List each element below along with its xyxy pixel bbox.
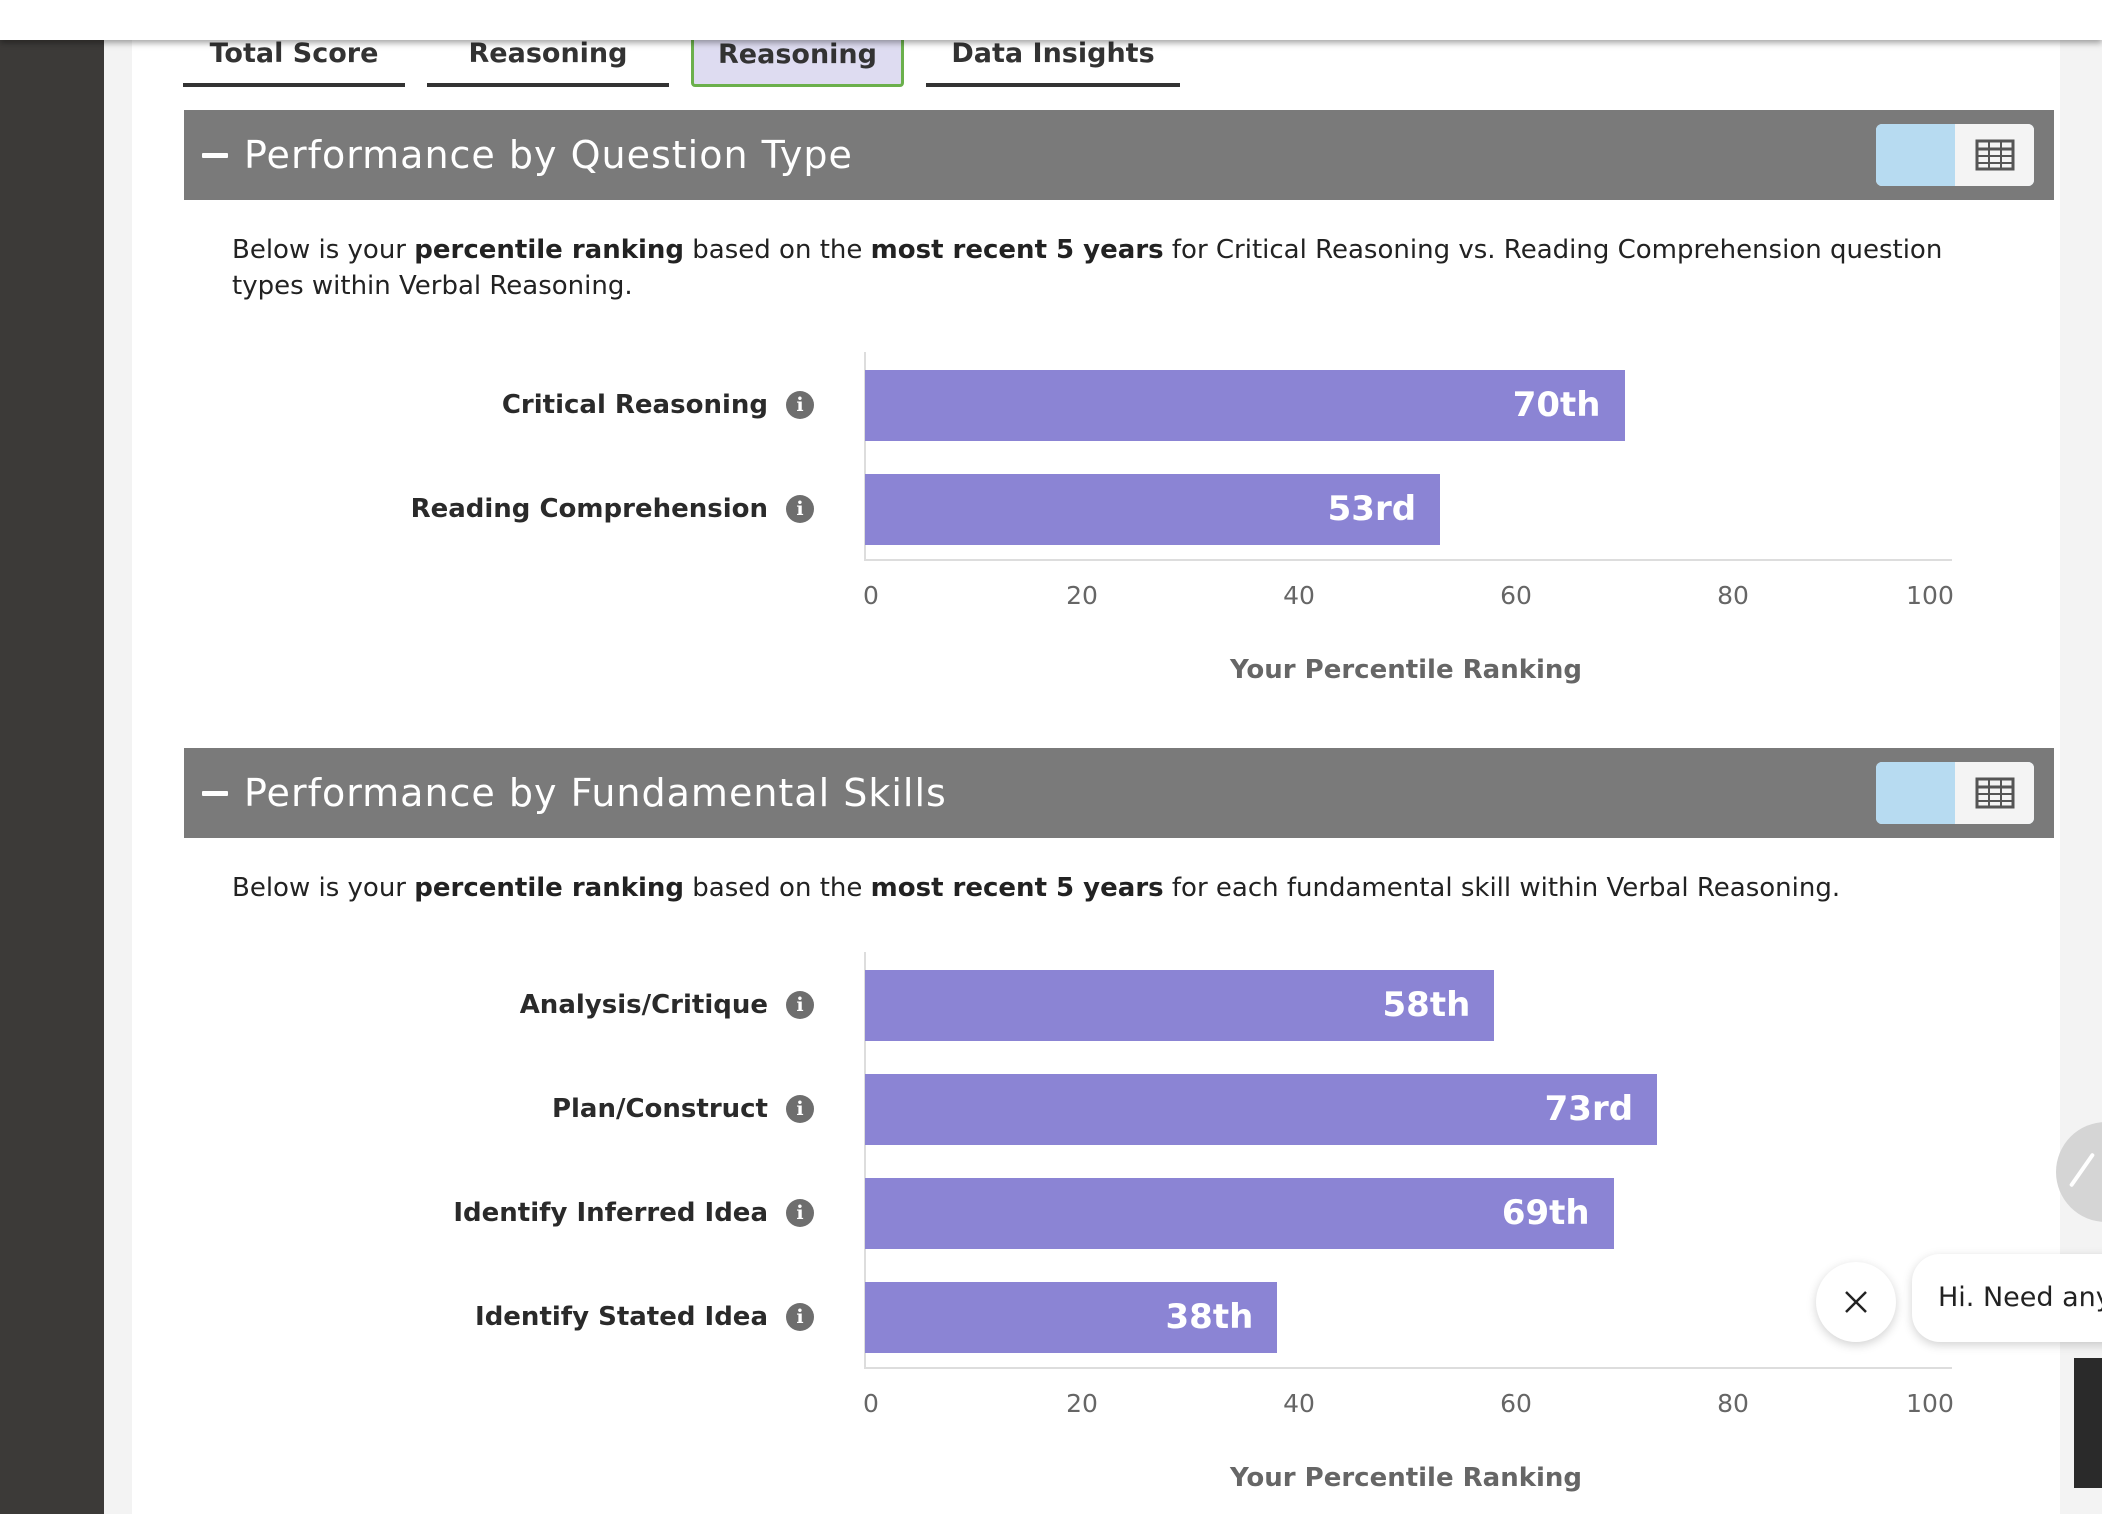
x-tick-label: 20 xyxy=(1066,1389,1098,1418)
bar-value-label: 38th xyxy=(1165,1297,1254,1337)
tab-label: Reasoning xyxy=(718,39,877,70)
category-label: Reading Comprehension xyxy=(410,494,768,524)
table-icon xyxy=(1975,139,2014,171)
info-icon[interactable]: i xyxy=(786,495,814,523)
desc-text: based on the xyxy=(684,873,871,903)
desc-text: for Critical Reasoning vs. Reading Compr… xyxy=(232,235,1943,301)
y-axis-line xyxy=(864,352,866,559)
desc-text: Below is your xyxy=(232,873,415,903)
tab-label: Data Insights xyxy=(951,38,1155,69)
bar-value-label: 69th xyxy=(1501,1193,1590,1233)
section-header-question-type: Performance by Question Type xyxy=(184,110,2054,200)
percentile-bar: 53rd xyxy=(865,474,1441,545)
x-axis-line xyxy=(864,1367,1952,1369)
desc-emphasis: most recent 5 years xyxy=(870,235,1164,265)
section-title: Performance by Fundamental Skills xyxy=(244,771,947,815)
desc-emphasis: percentile ranking xyxy=(414,235,685,265)
table-view-button[interactable] xyxy=(1955,762,2034,824)
top-bar xyxy=(0,0,2102,40)
x-tick-label: 100 xyxy=(1906,1389,1954,1418)
section-title: Performance by Question Type xyxy=(244,133,853,177)
info-icon[interactable]: i xyxy=(786,1303,814,1331)
view-toggle xyxy=(1876,762,2034,824)
info-icon[interactable]: i xyxy=(786,1095,814,1123)
section-description: Below is your percentile ranking based o… xyxy=(232,232,2012,304)
table-view-button[interactable] xyxy=(1955,124,2034,186)
table-icon xyxy=(1975,777,2014,809)
x-tick-label: 0 xyxy=(863,1389,879,1418)
percentile-bar: 73rd xyxy=(865,1074,1658,1145)
close-icon xyxy=(1845,1291,1867,1313)
desc-emphasis: percentile ranking xyxy=(414,873,685,903)
collapse-button[interactable] xyxy=(202,153,228,158)
x-tick-label: 40 xyxy=(1283,1389,1315,1418)
side-handle xyxy=(2074,1358,2102,1488)
chat-close-button[interactable] xyxy=(1816,1262,1896,1342)
desc-text: Below is your xyxy=(232,235,415,265)
info-icon[interactable]: i xyxy=(786,391,814,419)
desc-emphasis: most recent 5 years xyxy=(870,873,1164,903)
desc-text: based on the xyxy=(684,235,871,265)
x-tick-label: 20 xyxy=(1066,581,1098,610)
x-tick-label: 80 xyxy=(1717,1389,1749,1418)
percentile-bar: 38th xyxy=(865,1282,1278,1353)
collapse-button[interactable] xyxy=(202,791,228,796)
bar-value-label: 70th xyxy=(1512,385,1601,425)
bar-value-label: 73rd xyxy=(1544,1089,1634,1129)
percentile-bar: 69th xyxy=(865,1178,1614,1249)
x-axis-line xyxy=(864,559,1952,561)
left-sidebar xyxy=(0,40,104,1514)
x-axis-title: Your Percentile Ranking xyxy=(1229,655,1583,685)
category-label: Critical Reasoning xyxy=(501,390,768,420)
desc-text: for each fundamental skill within Verbal… xyxy=(1163,873,1841,903)
category-label: Identify Inferred Idea xyxy=(453,1198,768,1228)
info-icon[interactable]: i xyxy=(786,991,814,1019)
percentile-bar: 58th xyxy=(865,970,1495,1041)
y-axis-line xyxy=(864,952,866,1367)
bar-value-label: 53rd xyxy=(1327,489,1417,529)
chat-greeting-bubble[interactable]: Hi. Need any xyxy=(1912,1254,2102,1342)
x-axis-title: Your Percentile Ranking xyxy=(1229,1463,1583,1493)
x-tick-label: 80 xyxy=(1717,581,1749,610)
x-tick-label: 40 xyxy=(1283,581,1315,610)
x-tick-label: 100 xyxy=(1906,581,1954,610)
percentile-bar: 70th xyxy=(865,370,1625,441)
chat-greeting-text: Hi. Need any xyxy=(1938,1282,2102,1313)
bar-value-label: 58th xyxy=(1382,985,1471,1025)
tab-label: Total Score xyxy=(209,38,379,69)
view-toggle xyxy=(1876,124,2034,186)
section-header-fundamental-skills: Performance by Fundamental Skills xyxy=(184,748,2054,838)
category-label: Plan/Construct xyxy=(551,1094,768,1124)
x-tick-label: 60 xyxy=(1500,581,1532,610)
tab-label: Reasoning xyxy=(468,38,628,69)
x-tick-label: 0 xyxy=(863,581,879,610)
category-label: Analysis/Critique xyxy=(519,990,768,1020)
section-description: Below is your percentile ranking based o… xyxy=(232,870,2012,906)
category-label: Identify Stated Idea xyxy=(475,1302,768,1332)
x-tick-label: 60 xyxy=(1500,1389,1532,1418)
info-icon[interactable]: i xyxy=(786,1199,814,1227)
